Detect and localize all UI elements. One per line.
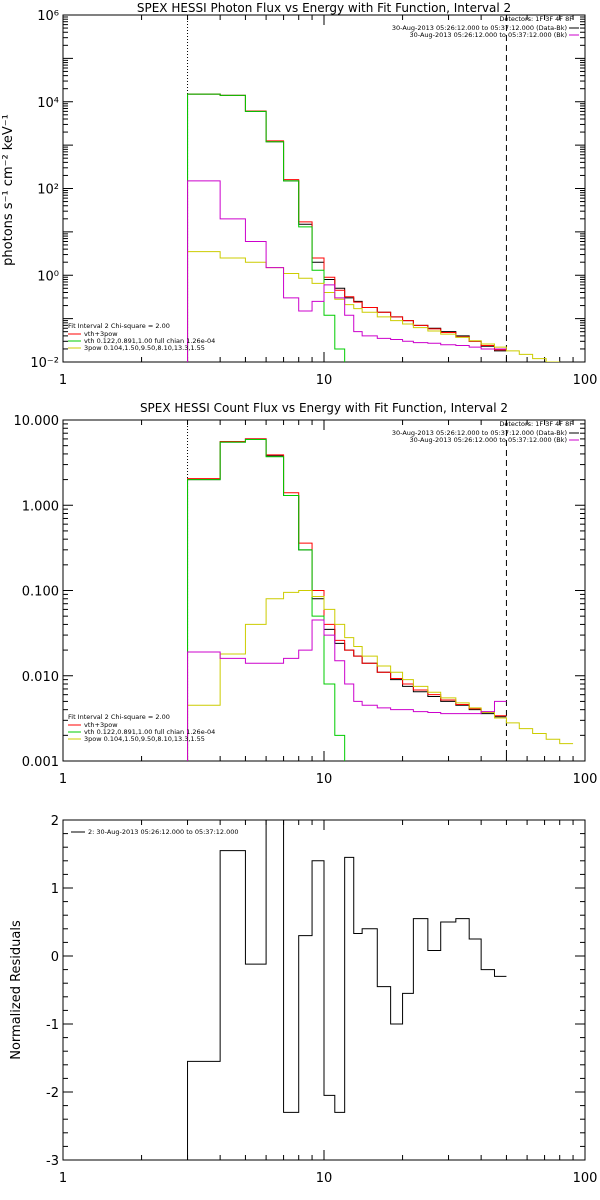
x-tick-label: 1 bbox=[59, 1171, 67, 1186]
legend-entry: vth 0.122,0.891,1.00 full chian 1.26e-04 bbox=[84, 728, 215, 736]
legend-entry: vth+3pow bbox=[84, 721, 118, 729]
x-tick-label: 100 bbox=[573, 1171, 598, 1186]
y-tick-label: -3 bbox=[46, 1154, 59, 1169]
series-line-1 bbox=[187, 438, 507, 761]
y-tick-label: 10.000 bbox=[14, 414, 60, 429]
y-tick-label: 10⁴ bbox=[37, 96, 59, 111]
chart-title: SPEX HESSI Count Flux vs Energy with Fit… bbox=[140, 401, 508, 415]
y-axis-label: photons s⁻¹ cm⁻² keV⁻¹ bbox=[1, 114, 16, 266]
y-tick-label: -1 bbox=[46, 1018, 59, 1033]
y-tick-label: -2 bbox=[46, 1086, 59, 1101]
legend-entry: 30-Aug-2013 05:26:12.000 to 05:37:12.000… bbox=[392, 24, 567, 32]
legend-entry: 30-Aug-2013 05:26:12.000 to 05:37:12.000… bbox=[410, 31, 567, 39]
y-tick-label: 0.010 bbox=[22, 670, 59, 685]
x-tick-label: 100 bbox=[573, 373, 598, 388]
series-line-3 bbox=[187, 93, 346, 362]
y-tick-label: 0.001 bbox=[22, 755, 59, 770]
detectors-label: Detectors: 1F 3F 4F 8F bbox=[499, 15, 573, 23]
y-tick-label: 0.100 bbox=[22, 585, 59, 600]
detectors-label: Detectors: 1F 3F 4F 8F bbox=[499, 420, 573, 428]
series-line-5 bbox=[187, 180, 507, 362]
y-tick-label: 10⁰ bbox=[37, 269, 59, 284]
chart-title: SPEX HESSI Photon Flux vs Energy with Fi… bbox=[137, 1, 511, 15]
y-tick-label: 1 bbox=[51, 882, 59, 897]
fit-legend-title: Fit Interval 2 Chi-square = 2.00 bbox=[68, 713, 170, 721]
fit-legend-title: Fit Interval 2 Chi-square = 2.00 bbox=[68, 322, 170, 330]
series-line-1 bbox=[187, 93, 507, 362]
x-tick-label: 10 bbox=[316, 373, 333, 388]
y-tick-label: 10² bbox=[37, 183, 59, 198]
y-tick-label: 2 bbox=[51, 814, 59, 829]
y-tick-label: 1.000 bbox=[22, 499, 59, 514]
legend-entry: 3pow 0.104,1.50,9.50,8.10,13.3,1.55 bbox=[84, 344, 205, 352]
chart-panel-1: 1 10 100 10⁻² 10⁰ 10² 10⁴ 10⁶ SPEX HESSI Photon … bbox=[1, 1, 597, 388]
series-line-2 bbox=[187, 93, 507, 362]
legend-entry: 30-Aug-2013 05:26:12.000 to 05:37:12.000… bbox=[392, 429, 567, 437]
series-line-4 bbox=[187, 590, 574, 761]
y-tick-label: 0 bbox=[51, 950, 59, 965]
series-line-5 bbox=[187, 619, 507, 761]
x-tick-label: 10 bbox=[316, 772, 333, 787]
legend-entry: vth 0.122,0.891,1.00 full chian 1.26e-04 bbox=[84, 337, 215, 345]
legend-entry: 2: 30-Aug-2013 05:26:12.000 to 05:37:12.… bbox=[88, 828, 239, 836]
x-tick-label: 1 bbox=[59, 373, 67, 388]
series-line-2 bbox=[187, 438, 507, 761]
chart-panel-3: 1 10 100 -3 -2 -1 0 1 2 Normalized Residuals 2: 30… bbox=[9, 814, 597, 1186]
legend-entry: 30-Aug-2013 05:26:12.000 to 05:37:12.000… bbox=[410, 436, 567, 444]
chart-panel-2: 1 10 100 0.001 0.010 0.100 1.000 10.000 SPEX HES… bbox=[14, 401, 598, 787]
y-tick-label: 10⁻² bbox=[30, 356, 59, 371]
legend-entry: vth+3pow bbox=[84, 330, 118, 338]
x-tick-label: 10 bbox=[316, 1171, 333, 1186]
x-tick-label: 1 bbox=[59, 772, 67, 787]
y-axis-label: Normalized Residuals bbox=[9, 920, 24, 1060]
series-line-3 bbox=[187, 439, 346, 761]
x-tick-label: 100 bbox=[573, 772, 598, 787]
series-line-1 bbox=[187, 820, 507, 1160]
legend-entry: 3pow 0.104,1.50,9.50,8.10,13.3,1.55 bbox=[84, 735, 205, 743]
y-tick-label: 10⁶ bbox=[37, 9, 59, 24]
